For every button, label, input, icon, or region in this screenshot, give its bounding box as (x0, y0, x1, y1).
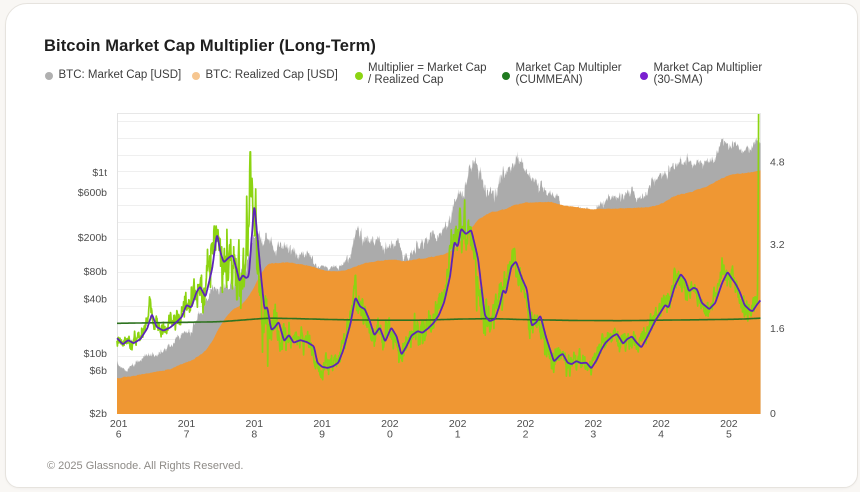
svg-text:$2b: $2b (89, 408, 107, 420)
svg-text:6: 6 (116, 429, 122, 441)
svg-text:201: 201 (313, 418, 331, 430)
svg-text:202: 202 (720, 418, 738, 430)
svg-text:202: 202 (517, 418, 535, 430)
svg-text:$600b: $600b (78, 187, 107, 199)
svg-text:202: 202 (449, 418, 467, 430)
svg-text:9: 9 (319, 429, 325, 441)
svg-text:$10b: $10b (84, 348, 108, 360)
svg-text:$6b: $6b (89, 365, 107, 377)
svg-text:4.8: 4.8 (770, 156, 785, 168)
svg-text:202: 202 (381, 418, 399, 430)
svg-text:7: 7 (184, 429, 190, 441)
svg-text:201: 201 (246, 418, 264, 430)
svg-text:$40b: $40b (84, 294, 108, 306)
svg-text:202: 202 (585, 418, 603, 430)
svg-text:0: 0 (770, 408, 776, 420)
svg-text:201: 201 (110, 418, 128, 430)
svg-text:3: 3 (590, 429, 596, 441)
svg-text:201: 201 (178, 418, 196, 430)
svg-text:1.6: 1.6 (770, 323, 785, 335)
svg-text:4: 4 (658, 429, 664, 441)
svg-text:$1t: $1t (92, 167, 107, 179)
svg-text:$200b: $200b (78, 232, 107, 244)
svg-text:5: 5 (726, 429, 732, 441)
svg-text:$80b: $80b (84, 266, 108, 278)
svg-text:3.2: 3.2 (770, 239, 785, 251)
svg-text:8: 8 (251, 429, 257, 441)
svg-text:2: 2 (523, 429, 529, 441)
svg-text:1: 1 (455, 429, 461, 441)
svg-text:202: 202 (652, 418, 670, 430)
svg-text:0: 0 (387, 429, 393, 441)
